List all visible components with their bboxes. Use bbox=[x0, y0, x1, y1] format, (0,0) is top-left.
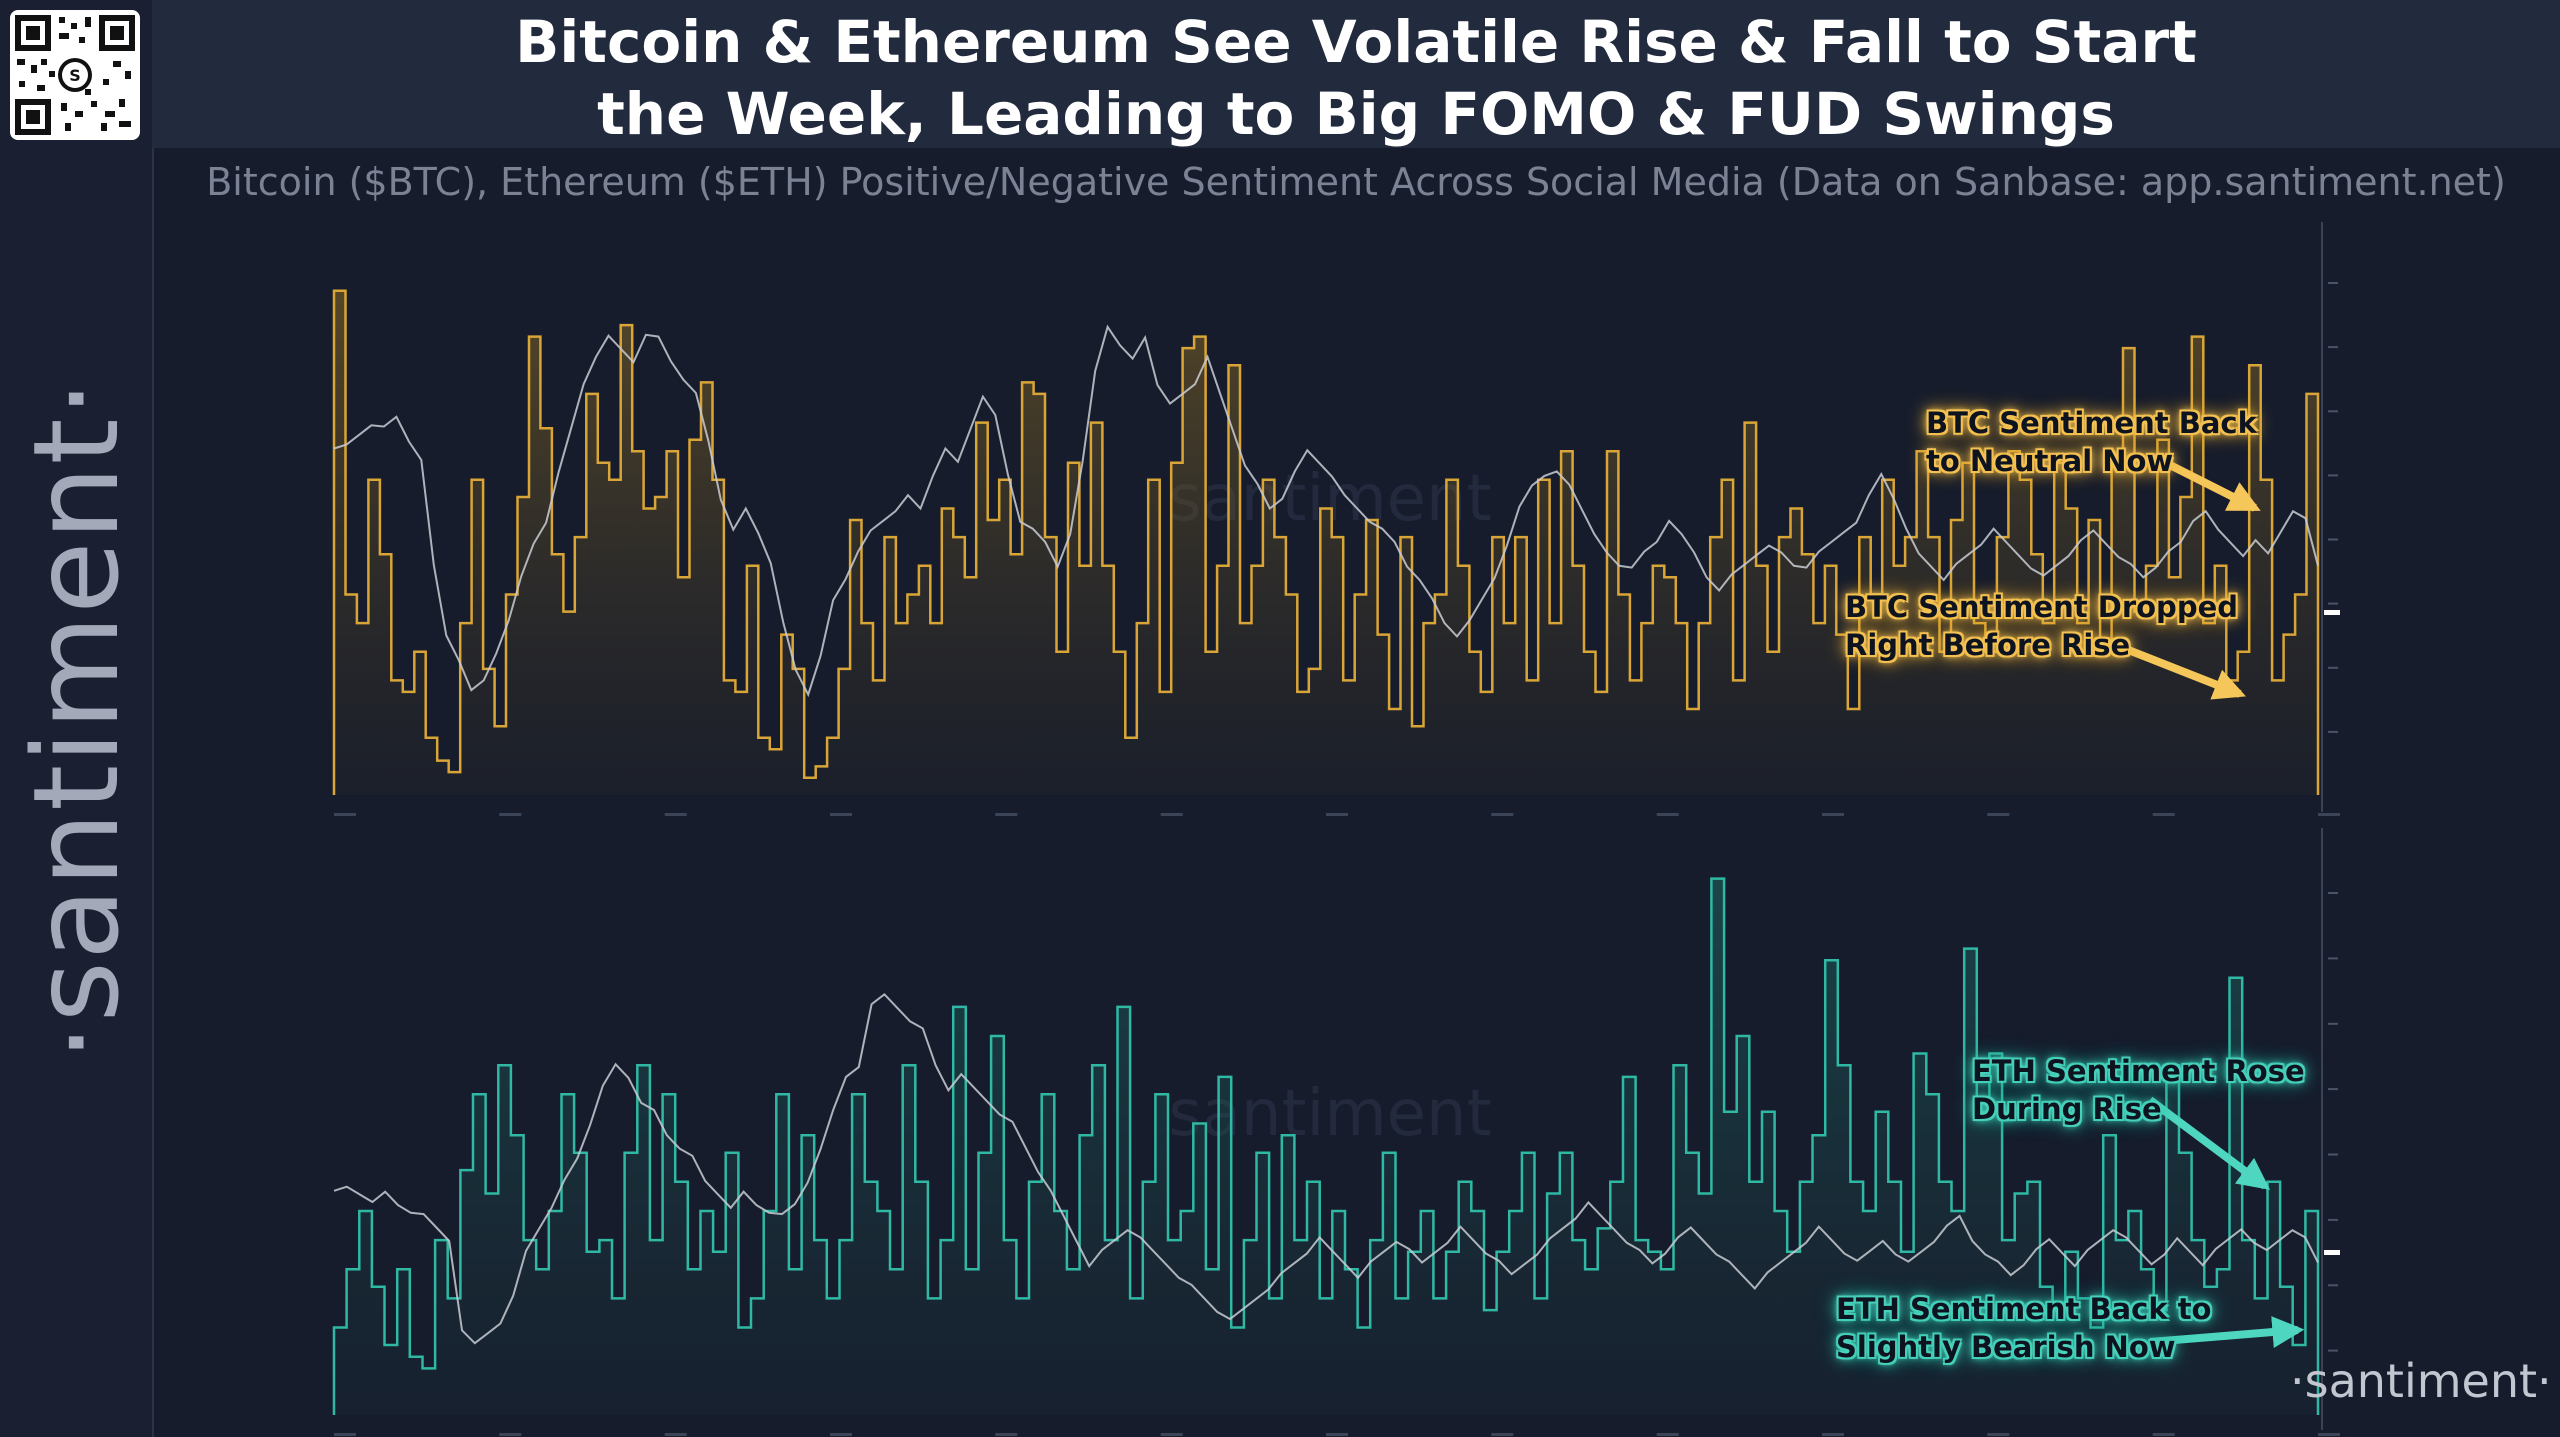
x-tick bbox=[830, 813, 852, 816]
btc-sentiment-area bbox=[334, 290, 2318, 795]
x-tick bbox=[1656, 1433, 1679, 1436]
eth-sentiment-bars bbox=[332, 877, 2320, 1415]
btc-sentiment-outline bbox=[332, 289, 2320, 795]
x-tick bbox=[995, 813, 1018, 816]
x-tick bbox=[995, 1433, 1018, 1436]
svg-text:S: S bbox=[69, 66, 81, 85]
eth-current-marker bbox=[2324, 1250, 2340, 1255]
y-tick bbox=[2328, 410, 2338, 413]
x-tick bbox=[1987, 813, 2010, 816]
btc-dropped-arrow bbox=[2106, 638, 2246, 700]
btc-dropped-callout: BTC Sentiment Dropped Right Before Rise bbox=[1845, 588, 2238, 664]
btc-y-ticks bbox=[2328, 282, 2338, 733]
y-tick bbox=[2328, 602, 2338, 605]
title-line-1: Bitcoin & Ethereum See Volatile Rise & F… bbox=[515, 8, 2197, 76]
btc-price-line bbox=[333, 324, 2319, 698]
btc-neutral-arrow bbox=[2158, 456, 2261, 512]
header-bar bbox=[152, 0, 2560, 148]
y-tick bbox=[2328, 1218, 2338, 1221]
btc-x-ticks bbox=[334, 813, 2340, 816]
x-tick bbox=[1326, 1433, 1348, 1436]
y-tick bbox=[2328, 1088, 2338, 1091]
eth-sentiment-chart: santiment bbox=[332, 828, 2340, 1436]
eth-watermark: santiment bbox=[1168, 1077, 1491, 1151]
x-tick bbox=[334, 813, 356, 816]
eth-x-ticks bbox=[334, 1433, 2340, 1436]
x-tick bbox=[1160, 813, 1183, 816]
y-tick bbox=[2328, 666, 2338, 669]
y-tick bbox=[2328, 538, 2338, 541]
x-tick bbox=[1822, 1433, 1844, 1436]
x-tick bbox=[2152, 1433, 2175, 1436]
btc-neutral-callout: BTC Sentiment Back to Neutral Now bbox=[1926, 404, 2257, 480]
chart-subtitle: Bitcoin ($BTC), Ethereum ($ETH) Positive… bbox=[206, 160, 2506, 204]
y-tick bbox=[2328, 957, 2338, 960]
sidebar: S ·santiment· bbox=[0, 0, 154, 1437]
eth-rose-arrow bbox=[2147, 1096, 2271, 1190]
eth-sentiment-outline bbox=[332, 877, 2320, 1415]
btc-sentiment-bars bbox=[332, 289, 2320, 795]
y-tick bbox=[2328, 474, 2338, 477]
eth-bearish-callout-line-1: ETH Sentiment Back to bbox=[1836, 1292, 2212, 1326]
footer-wordmark: ·santiment· bbox=[2290, 1354, 2552, 1408]
qr-code-icon: S bbox=[15, 15, 135, 135]
y-tick bbox=[2328, 282, 2338, 284]
x-tick bbox=[2318, 1433, 2340, 1436]
eth-price-line bbox=[333, 992, 2319, 1345]
btc-neutral-callout-line-2: to Neutral Now bbox=[1926, 444, 2174, 478]
x-tick bbox=[1160, 1433, 1183, 1436]
y-tick bbox=[2328, 1022, 2338, 1025]
eth-sentiment-area bbox=[334, 878, 2318, 1415]
x-tick bbox=[499, 1433, 522, 1436]
x-tick bbox=[334, 1433, 356, 1436]
eth-y-ticks bbox=[2328, 892, 2338, 1352]
x-tick bbox=[2318, 813, 2340, 816]
x-tick bbox=[1822, 813, 1844, 816]
title-line-2: the Week, Leading to Big FOMO & FUD Swin… bbox=[597, 80, 2115, 148]
y-tick bbox=[2328, 730, 2338, 733]
btc-dropped-callout-line-1: BTC Sentiment Dropped bbox=[1845, 590, 2239, 624]
btc-dropped-callout-line-2: Right Before Rise bbox=[1845, 628, 2131, 662]
x-tick bbox=[664, 1433, 687, 1436]
eth-bearish-callout-line-2: Slightly Bearish Now bbox=[1836, 1330, 2176, 1364]
x-tick bbox=[1987, 1433, 2010, 1436]
eth-bearish-callout: ETH Sentiment Back to Slightly Bearish N… bbox=[1836, 1290, 2212, 1366]
btc-neutral-callout-line-1: BTC Sentiment Back bbox=[1926, 406, 2257, 440]
x-tick bbox=[2152, 813, 2175, 816]
y-tick bbox=[2328, 892, 2338, 894]
y-tick bbox=[2328, 1349, 2338, 1352]
eth-bearish-arrow bbox=[2149, 1316, 2305, 1349]
x-tick bbox=[1326, 813, 1348, 816]
x-tick bbox=[664, 813, 687, 816]
eth-rose-callout-line-1: ETH Sentiment Rose bbox=[1972, 1054, 2305, 1088]
x-tick bbox=[1656, 813, 1679, 816]
page-title: Bitcoin & Ethereum See Volatile Rise & F… bbox=[152, 6, 2560, 150]
x-tick bbox=[499, 813, 522, 816]
btc-sentiment-chart: santiment bbox=[332, 222, 2340, 816]
x-tick bbox=[830, 1433, 852, 1436]
y-tick bbox=[2328, 1153, 2338, 1156]
qr-code: S bbox=[10, 10, 140, 140]
eth-rose-callout: ETH Sentiment Rose During Rise bbox=[1972, 1052, 2305, 1128]
x-tick bbox=[1491, 1433, 1514, 1436]
x-tick bbox=[1491, 813, 1514, 816]
btc-current-marker bbox=[2324, 610, 2340, 615]
y-tick bbox=[2328, 1284, 2338, 1287]
y-tick bbox=[2328, 346, 2338, 349]
eth-rose-callout-line-2: During Rise bbox=[1972, 1092, 2162, 1126]
